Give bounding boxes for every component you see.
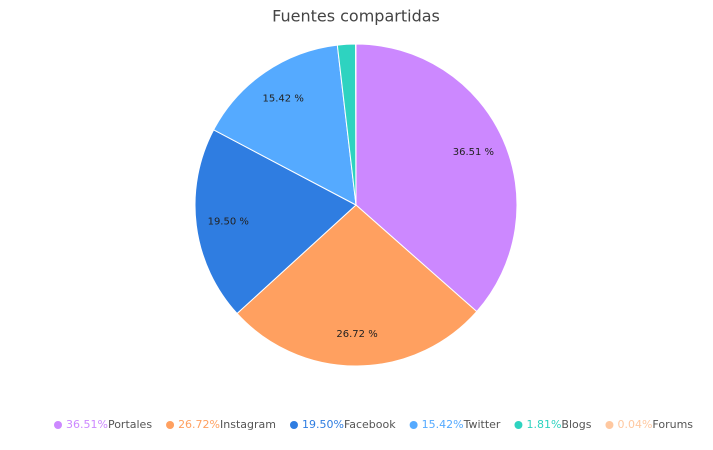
legend-value: 15.42% xyxy=(422,418,464,431)
legend-label: Portales xyxy=(108,418,152,431)
legend-label: Facebook xyxy=(344,418,396,431)
legend-marker xyxy=(514,421,523,429)
legend-label: Twitter xyxy=(463,418,501,431)
legend-label: Forums xyxy=(652,418,693,431)
slice-label: 26.72 % xyxy=(336,329,377,340)
legend-label: Instagram xyxy=(220,418,276,431)
slice-label: 15.42 % xyxy=(263,94,304,105)
slice-label: 19.50 % xyxy=(208,216,249,227)
pie-slice xyxy=(355,43,518,313)
legend-value: 36.51% xyxy=(66,418,108,431)
pie-slice xyxy=(212,44,357,206)
legend-marker xyxy=(409,421,418,429)
legend-label: Blogs xyxy=(561,418,591,431)
chart-title: Fuentes compartidas xyxy=(272,7,440,26)
pie-slice xyxy=(194,129,357,315)
legend-marker xyxy=(289,421,298,429)
legend-value: 1.81% xyxy=(526,418,561,431)
pie-slice xyxy=(236,204,478,367)
slice-label: 36.51 % xyxy=(453,147,494,158)
legend-value: 19.50% xyxy=(302,418,344,431)
legend-value: 26.72% xyxy=(178,418,220,431)
legend-marker xyxy=(166,421,175,429)
legend-marker xyxy=(54,421,62,429)
legend-marker xyxy=(605,421,614,429)
legend-value: 0.04% xyxy=(617,418,652,431)
